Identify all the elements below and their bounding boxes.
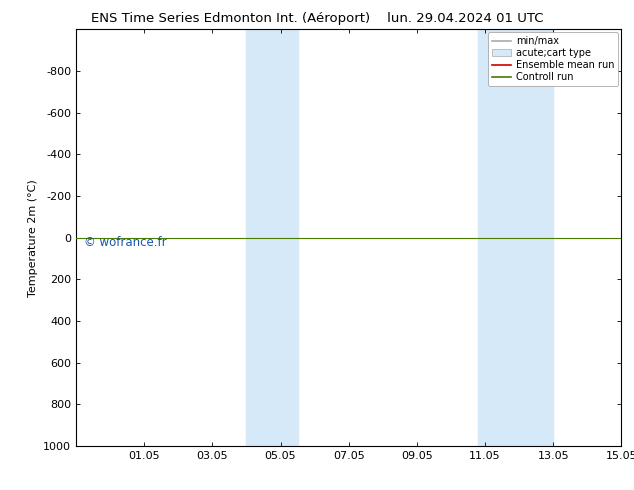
Legend: min/max, acute;cart type, Ensemble mean run, Controll run: min/max, acute;cart type, Ensemble mean … [488, 32, 618, 86]
Text: © wofrance.fr: © wofrance.fr [84, 236, 167, 248]
Bar [247, 29, 297, 446]
Text: ENS Time Series Edmonton Int. (Aéroport)    lun. 29.04.2024 01 UTC: ENS Time Series Edmonton Int. (Aéroport)… [91, 12, 543, 25]
Y-axis label: Temperature 2m (°C): Temperature 2m (°C) [28, 179, 37, 296]
Bar [478, 29, 553, 446]
